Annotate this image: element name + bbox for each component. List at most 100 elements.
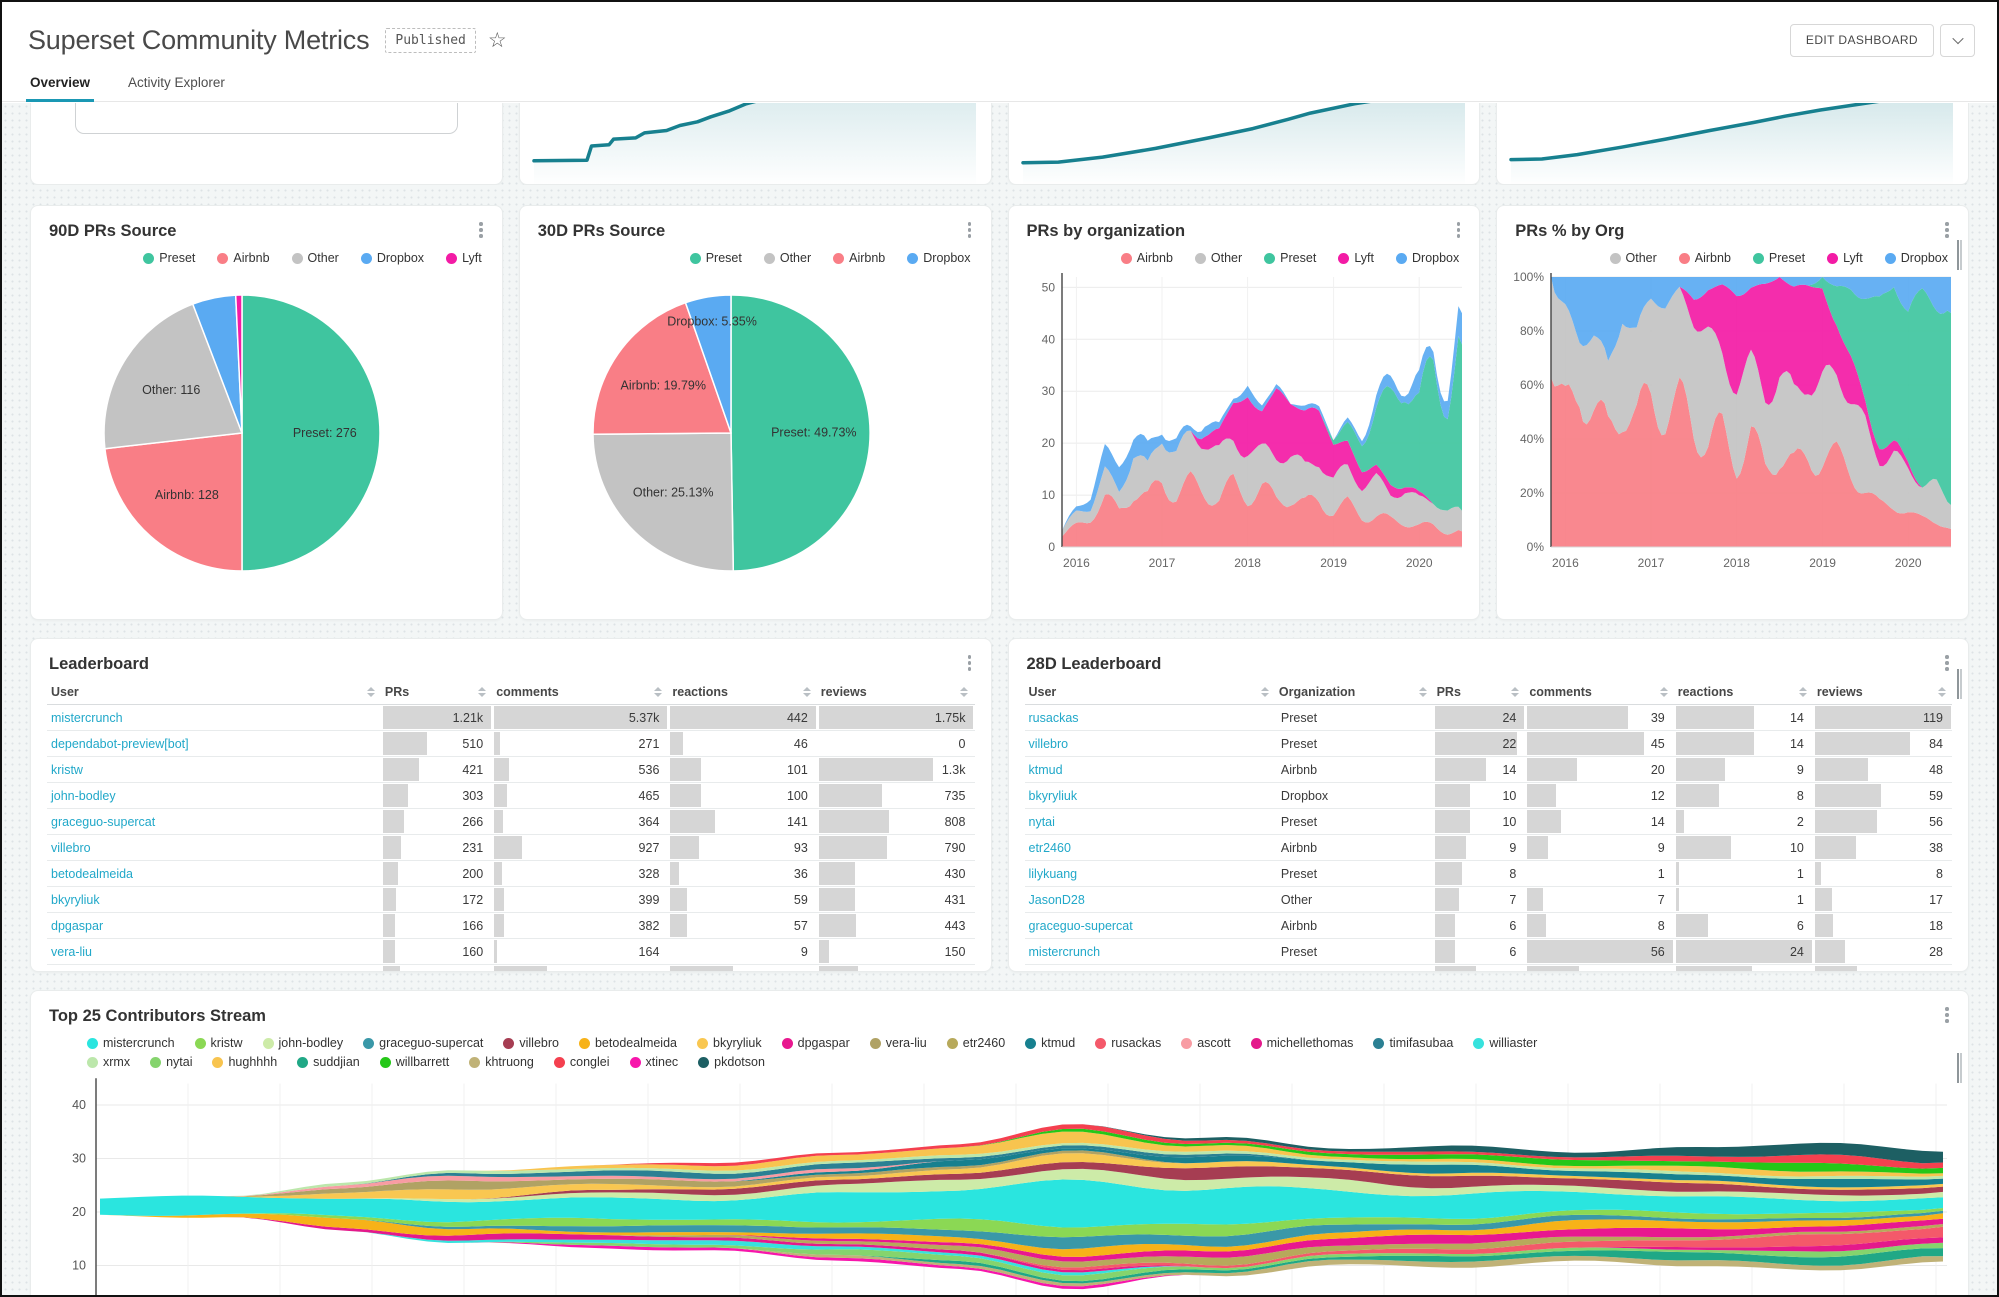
more-options-icon[interactable] bbox=[963, 222, 977, 242]
percent-stacked-area-chart[interactable]: 0% 20% 40% 60% 80% 100% 2016 2017 2018 2019 2020 bbox=[1507, 265, 1959, 595]
area-series-preset[interactable] bbox=[1061, 336, 1462, 531]
more-options-icon[interactable] bbox=[1940, 655, 1954, 675]
table-row[interactable]: graceguo-supercat 266 364 141 808 bbox=[47, 809, 975, 835]
sort-icon[interactable] bbox=[1798, 687, 1807, 697]
user-link[interactable]: vera-liu bbox=[51, 944, 92, 959]
area-series-other[interactable] bbox=[1061, 430, 1462, 537]
area-series-dropbox[interactable] bbox=[1550, 277, 1951, 361]
pie-slice-preset[interactable] bbox=[730, 294, 871, 572]
user-link[interactable]: kristw bbox=[51, 762, 83, 777]
table-row[interactable]: vera-liu 160 164 9 150 bbox=[47, 939, 975, 965]
stream-series-john-bodley[interactable] bbox=[100, 1168, 1943, 1203]
legend-item-betodealmeida[interactable]: betodealmeida bbox=[578, 1036, 677, 1050]
legend-item-preset[interactable]: Preset bbox=[1752, 251, 1805, 265]
table-row[interactable]: bkyryliuk Dropbox 10 12 8 59 bbox=[1024, 783, 1952, 809]
user-link[interactable]: etr2460 bbox=[1028, 840, 1071, 855]
filter-input-box[interactable] bbox=[75, 103, 458, 134]
more-options-icon[interactable] bbox=[1940, 1007, 1954, 1027]
legend-item-other[interactable]: Other bbox=[1194, 251, 1242, 265]
stream-series-nytai[interactable] bbox=[100, 1214, 1943, 1282]
more-options-icon[interactable] bbox=[963, 655, 977, 675]
user-link[interactable]: bkyryliuk bbox=[51, 892, 100, 907]
column-header-reviews[interactable]: reviews bbox=[1813, 685, 1952, 699]
legend-item-ascott[interactable]: ascott bbox=[1181, 1036, 1231, 1050]
table-row[interactable]: ktmud Airbnb 14 20 9 48 bbox=[1024, 757, 1952, 783]
user-link[interactable]: villebro bbox=[51, 840, 91, 855]
edit-dashboard-button[interactable]: EDIT DASHBOARD bbox=[1789, 23, 1934, 57]
table-row[interactable]: etr2460 Airbnb 9 9 10 38 bbox=[1024, 835, 1952, 861]
column-header-user[interactable]: User bbox=[1025, 685, 1275, 699]
area-series-airbnb[interactable] bbox=[1550, 377, 1951, 547]
legend-item-ktmud[interactable]: ktmud bbox=[1025, 1036, 1075, 1050]
legend-item-dropbox[interactable]: Dropbox bbox=[1884, 251, 1948, 265]
legend-item-conglei[interactable]: conglei bbox=[553, 1055, 610, 1069]
pie-slice-airbnb[interactable] bbox=[104, 432, 244, 572]
user-link[interactable]: mistercrunch bbox=[1028, 944, 1101, 959]
stream-series-vera-liu[interactable] bbox=[100, 1150, 1943, 1199]
legend-item-michellethomas[interactable]: michellethomas bbox=[1250, 1036, 1353, 1050]
area-series-airbnb[interactable] bbox=[1061, 471, 1462, 547]
published-badge[interactable]: Published bbox=[385, 27, 476, 53]
legend-item-nytai[interactable]: nytai bbox=[150, 1055, 192, 1069]
stream-series-willbarrett[interactable] bbox=[100, 1128, 1943, 1199]
pie-slice-lyft[interactable] bbox=[235, 294, 244, 434]
legend-item-dropbox[interactable]: Dropbox bbox=[1396, 251, 1459, 265]
pie-slice-other[interactable] bbox=[103, 303, 244, 450]
legend-item-mistercrunch[interactable]: mistercrunch bbox=[87, 1036, 175, 1050]
sort-icon[interactable] bbox=[1511, 687, 1520, 697]
legend-item-dropbox[interactable]: Dropbox bbox=[360, 251, 424, 265]
user-link[interactable]: graceguo-supercat bbox=[51, 814, 156, 829]
table-row[interactable]: betodealmeida 200 328 36 430 bbox=[47, 861, 975, 887]
column-header-comments[interactable]: comments bbox=[492, 685, 668, 699]
sort-icon[interactable] bbox=[1659, 687, 1668, 697]
table-row[interactable]: graceguo-supercat Airbnb 6 8 6 18 bbox=[1024, 913, 1952, 939]
legend-item-lyft[interactable]: Lyft bbox=[1827, 251, 1863, 265]
stream-series-bkyryliuk[interactable] bbox=[100, 1153, 1943, 1200]
favorite-star-icon[interactable]: ☆ bbox=[487, 28, 507, 52]
sort-icon[interactable] bbox=[1260, 687, 1269, 697]
area-series-other[interactable] bbox=[1550, 277, 1951, 529]
stream-series-graceguo-supercat[interactable] bbox=[100, 1210, 1943, 1250]
table-row[interactable]: nytai Preset 10 14 2 56 bbox=[1024, 809, 1952, 835]
legend-item-willbarrett[interactable]: willbarrett bbox=[379, 1055, 449, 1069]
legend-item-airbnb[interactable]: Airbnb bbox=[833, 251, 885, 265]
dashboard-menu-button[interactable] bbox=[1940, 23, 1975, 57]
stream-series-ktmud[interactable] bbox=[100, 1148, 1943, 1199]
column-header-reactions[interactable]: reactions bbox=[668, 685, 816, 699]
legend-item-pkdotson[interactable]: pkdotson bbox=[698, 1055, 765, 1069]
legend-item-khtruong[interactable]: khtruong bbox=[469, 1055, 534, 1069]
column-header-prs[interactable]: PRs bbox=[381, 685, 492, 699]
user-link[interactable]: dependabot-preview[bot] bbox=[51, 736, 189, 751]
table-row[interactable]: kristw 421 536 101 1.3k bbox=[47, 757, 975, 783]
table-row[interactable]: john-bodley 303 465 100 735 bbox=[47, 783, 975, 809]
table-row[interactable]: villebro 231 927 93 790 bbox=[47, 835, 975, 861]
stream-series-villebro[interactable] bbox=[100, 1162, 1943, 1200]
sort-icon[interactable] bbox=[960, 687, 969, 697]
legend-item-graceguo-supercat[interactable]: graceguo-supercat bbox=[363, 1036, 483, 1050]
user-link[interactable]: bkyryliuk bbox=[1028, 788, 1078, 803]
area-series-preset[interactable] bbox=[1550, 277, 1951, 505]
table-row[interactable]: dependabot-preview[bot] 510 271 46 0 bbox=[47, 731, 975, 757]
column-header-comments[interactable]: comments bbox=[1525, 685, 1673, 699]
area-series-lyft[interactable] bbox=[1061, 388, 1462, 531]
user-link[interactable]: dpgaspar bbox=[51, 918, 104, 933]
pie-slice-preset[interactable] bbox=[241, 294, 382, 572]
legend-item-airbnb[interactable]: Airbnb bbox=[217, 251, 270, 265]
user-link[interactable]: JasonD28 bbox=[1028, 892, 1085, 907]
column-header-reactions[interactable]: reactions bbox=[1674, 685, 1813, 699]
legend-item-other[interactable]: Other bbox=[291, 251, 339, 265]
table-row[interactable]: rusackas Preset 24 39 14 119 bbox=[1024, 705, 1952, 731]
stream-series-etr2460[interactable] bbox=[100, 1214, 1943, 1268]
legend-item-williaster[interactable]: williaster bbox=[1473, 1036, 1537, 1050]
stacked-area-chart[interactable]: 0 10 20 30 40 50 2016 2017 2018 2019 2020 bbox=[1018, 265, 1470, 595]
sort-icon[interactable] bbox=[654, 687, 663, 697]
table-row[interactable]: dpgaspar 166 382 57 443 bbox=[47, 913, 975, 939]
table-row[interactable]: mistercrunch 1.21k 5.37k 442 1.75k bbox=[47, 705, 975, 731]
table-row[interactable]: villebro Preset 22 45 14 84 bbox=[1024, 731, 1952, 757]
legend-item-kristw[interactable]: kristw bbox=[194, 1036, 243, 1050]
legend-item-preset[interactable]: Preset bbox=[1264, 251, 1316, 265]
sparkline-card-2[interactable] bbox=[1007, 103, 1481, 185]
sort-icon[interactable] bbox=[1937, 687, 1946, 697]
stream-series-betodealmeida[interactable] bbox=[100, 1213, 1943, 1257]
